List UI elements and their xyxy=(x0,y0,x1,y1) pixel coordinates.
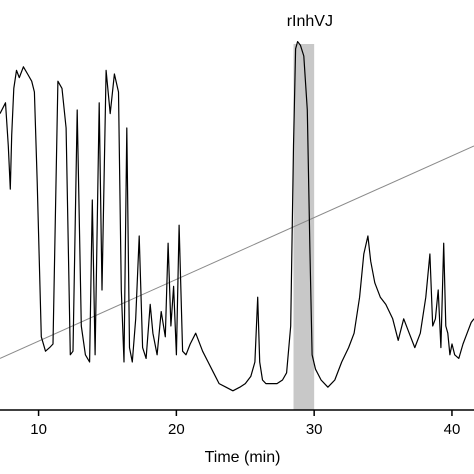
x-tick-label-20: 20 xyxy=(168,421,185,438)
x-tick-label-30: 30 xyxy=(306,421,323,438)
peak-label-rinhvj: rInhVJ xyxy=(287,13,333,30)
x-axis-label: Time (min) xyxy=(205,449,281,466)
x-tick-label-10: 10 xyxy=(30,421,47,438)
gradient-line xyxy=(0,145,474,359)
rinhvj-highlight-band xyxy=(293,44,315,410)
x-axis-ticks: 10 20 30 40 xyxy=(30,410,460,438)
x-tick-label-40: 40 xyxy=(444,421,461,438)
absorbance-trace xyxy=(0,41,474,392)
